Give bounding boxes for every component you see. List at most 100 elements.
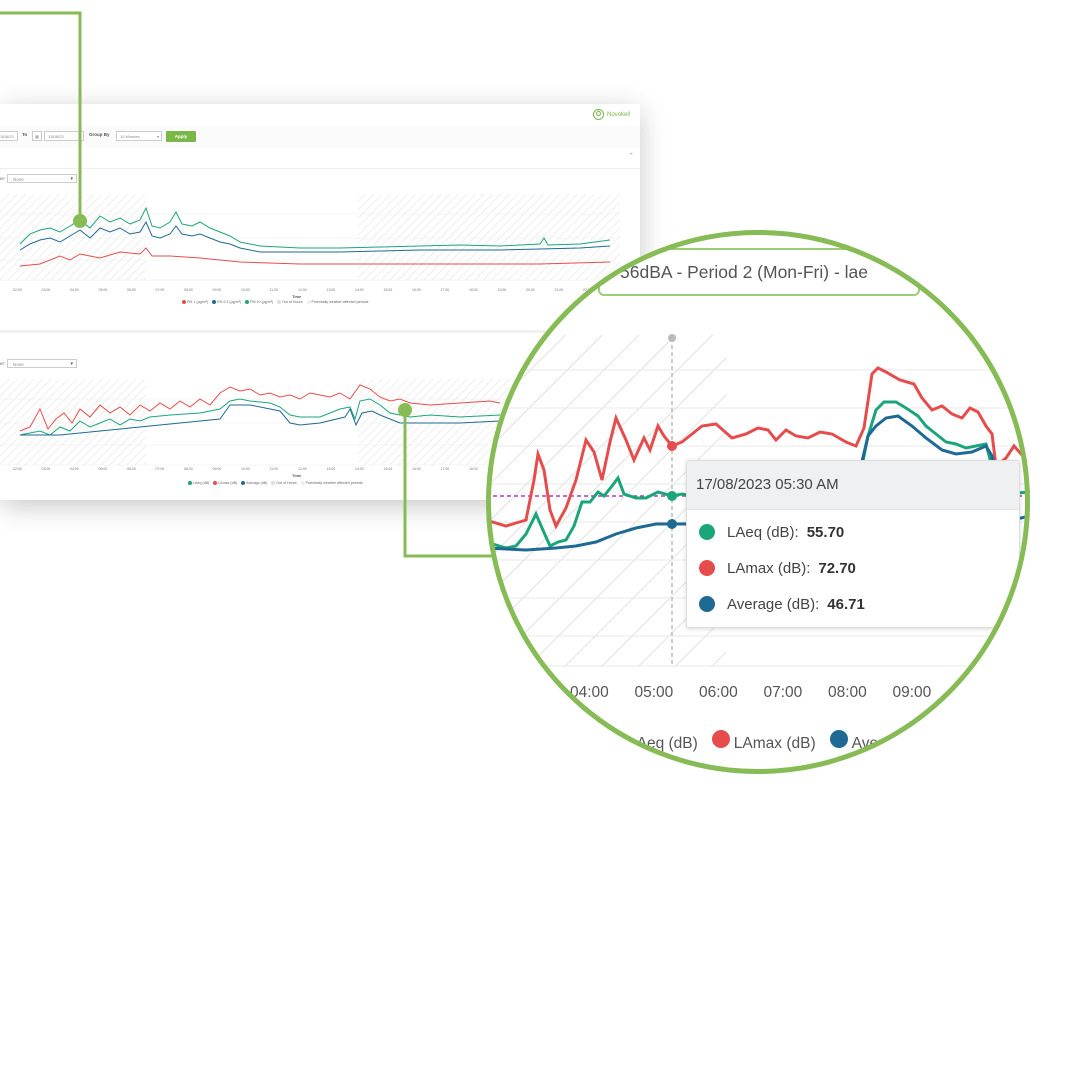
tooltip-value: 72.70 (818, 559, 856, 577)
x-tick-label: 09:00 (212, 288, 222, 292)
x-tick-label: 19:00 (497, 288, 507, 292)
legend-item[interactable]: Aver (829, 730, 884, 753)
threshold-band-label: 56dBA - Period 2 (Mon-Fri) - lae (598, 248, 920, 296)
legend-item[interactable]: PM 2.5 (µg/m³) (212, 300, 241, 305)
series-line-pm25 (19, 220, 611, 253)
average-dot-icon (699, 596, 715, 612)
legend-dot-icon (711, 730, 730, 748)
x-tick-label: 16:00 (412, 288, 421, 292)
legend-dot-icon (182, 300, 186, 305)
legend-item[interactable]: LAmax (dB) (711, 730, 816, 753)
x-tick-label: 17:00 (440, 467, 450, 471)
x-tick-label: 04:00 (70, 467, 79, 471)
legend-label: PM 1 (µg/m³) (187, 300, 209, 304)
legend-label: Out of Hours (276, 481, 297, 485)
x-tick-label: 14:00 (355, 467, 364, 471)
app-screenshot: Novokell 13/08/23 To ▦ 13/08/23 Group By… (0, 104, 640, 500)
x-axis-title: Time (292, 294, 302, 299)
filter-label: er: (0, 361, 6, 366)
group-by-select[interactable]: 15 Minutes ▾ (116, 131, 162, 141)
apply-button[interactable]: Apply (166, 131, 196, 142)
x-tick-label: 07:00 (155, 467, 165, 471)
data-tooltip: 17/08/2023 05:30 AM LAeq (dB): 55.70 LAm… (686, 460, 1020, 628)
legend-dot-icon (188, 481, 192, 486)
series-line-laeq (19, 398, 501, 436)
series-line-lamax (19, 384, 501, 432)
tooltip-label: Average (dB): (727, 595, 820, 613)
series-line-lamax (486, 366, 1030, 530)
tooltip-row-lamax: LAmax (dB): 72.70 (699, 557, 856, 579)
legend-dot-icon (300, 481, 305, 486)
legend-item[interactable]: Potentially weather affected periods (306, 300, 368, 305)
x-tick-label: 06:00 (127, 467, 136, 471)
x-tick-label: 08:00 (184, 467, 193, 471)
laeq-dot-icon (699, 524, 715, 540)
x-tick-label: 08:00 (184, 288, 193, 292)
x-tick-label: 09:00 (892, 684, 932, 701)
legend-label: LAeq (dB) (628, 735, 698, 752)
legend-item[interactable]: LAeq (dB) (188, 481, 210, 486)
legend-dot-icon (213, 481, 218, 486)
x-tick-label: 13:00 (326, 288, 336, 292)
x-tick-label: 06:00 (127, 288, 136, 292)
chart-legend: LAeq (dB) LAmax (dB) Average (dB) Out of Ho… (188, 481, 363, 486)
x-tick-label: 04:00 (570, 684, 609, 701)
legend-item[interactable]: Average (dB) (241, 481, 267, 486)
x-tick-label: 15:00 (383, 288, 393, 292)
legend-label: Aver (851, 735, 884, 752)
x-tick-label: 09:00 (212, 467, 222, 471)
legend-item[interactable]: PM 10 (µg/m³) (245, 300, 274, 305)
panel-header: ⌃ (0, 148, 640, 169)
legend-item[interactable]: LAeq (dB) (606, 730, 698, 753)
filter-select[interactable]: None (7, 359, 77, 369)
to-date-input[interactable]: 13/08/23 (44, 131, 84, 141)
from-date-input[interactable]: 13/08/23 (0, 131, 18, 141)
x-tick-label: 17:00 (440, 288, 450, 292)
chart-panel-particulates: ⌃ er: None 02:00 03:00 04:00 05:00 06:00 07:0… (0, 148, 640, 328)
crosshair-top-dot (668, 334, 676, 342)
legend-item[interactable]: Potentially weather affected periods (300, 481, 363, 486)
legend-label: PM 10 (µg/m³) (250, 300, 274, 304)
legend-label: LAeq (dB) (193, 481, 210, 485)
legend-dot-icon (306, 300, 311, 305)
legend-dot-icon (829, 730, 848, 748)
tooltip-value: 46.71 (827, 595, 865, 613)
x-tick-label: 02:00 (13, 467, 22, 471)
legend-dot-icon (606, 730, 624, 748)
x-tick-label: 20:00 (526, 288, 535, 292)
x-tick-label: 21:00 (554, 288, 564, 292)
filter-select[interactable]: None (7, 174, 77, 184)
tooltip-row-laeq: LAeq (dB): 55.70 (699, 521, 844, 543)
hover-point-laeq (667, 491, 677, 501)
gridlines (0, 213, 620, 281)
x-tick-label: 05:00 (98, 467, 108, 471)
x-tick-label: 11:00 (269, 288, 279, 292)
tooltip-row-average: Average (dB): 46.71 (699, 593, 865, 615)
series-line-pm1 (19, 247, 611, 267)
legend-item[interactable]: LAmax (dB) (213, 481, 238, 486)
x-tick-label: 10:00 (957, 684, 996, 701)
legend-label: LAmax (dB) (218, 481, 238, 485)
legend-label: Potentially weather affected periods (305, 481, 363, 485)
series-line-average (20, 404, 501, 436)
calendar-icon[interactable]: ▦ (32, 131, 42, 141)
legend-dot-icon (277, 300, 282, 305)
legend-label: LAmax (dB) (733, 735, 816, 752)
group-by-label: Group By (89, 132, 110, 137)
to-label: To (22, 132, 28, 137)
legend-item[interactable]: Out of Hours (277, 300, 303, 305)
legend-item[interactable]: Out of Hours (271, 481, 297, 486)
x-tick-label: 02:00 (13, 288, 22, 292)
x-tick-label: 07:00 (763, 684, 803, 701)
hover-point-average (667, 519, 677, 529)
x-tick-label: 18:00 (469, 467, 478, 471)
collapse-chevron-icon[interactable]: ⌃ (628, 153, 634, 160)
x-tick-label: 07:00 (155, 288, 165, 292)
x-tick-label: 11:00 (269, 467, 279, 471)
chevron-down-icon: ▾ (156, 134, 159, 139)
legend-item[interactable]: PM 1 (µg/m³) (182, 300, 209, 305)
user-menu[interactable]: Novokell (592, 109, 630, 120)
x-tick-label: 10:00 (241, 288, 250, 292)
x-tick-label: 14:00 (355, 288, 364, 292)
legend-dot-icon (271, 481, 276, 486)
